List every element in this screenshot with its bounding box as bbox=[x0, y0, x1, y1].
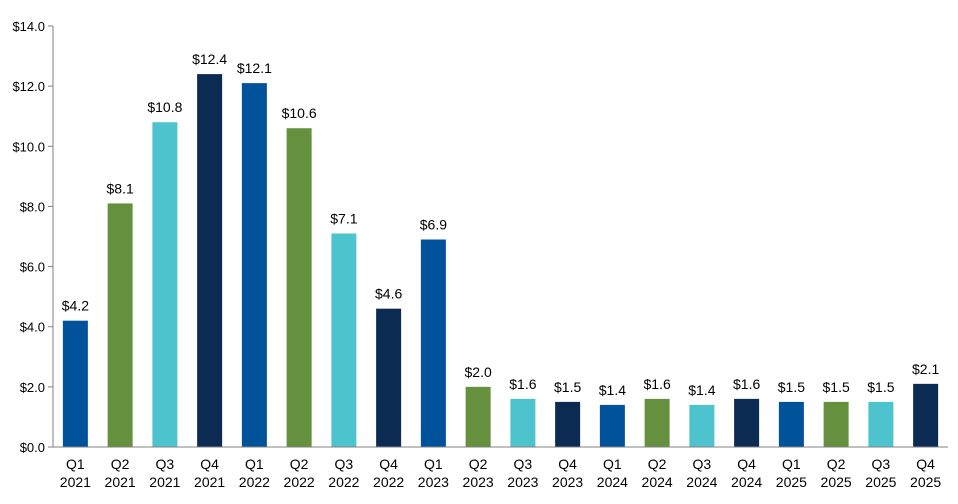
data-label: $6.9 bbox=[420, 217, 447, 233]
y-tick-label: $14.0 bbox=[12, 19, 45, 34]
bar-q2-2025 bbox=[823, 401, 849, 447]
bar-q4-2024 bbox=[734, 398, 760, 447]
bar-q1-2022 bbox=[241, 83, 267, 447]
bars-group bbox=[62, 74, 939, 447]
data-label: $1.5 bbox=[554, 379, 581, 395]
x-tick-label-quarter: Q2 bbox=[290, 456, 309, 472]
x-tick-label-year: 2024 bbox=[686, 474, 717, 490]
y-tick-label: $12.0 bbox=[12, 79, 45, 94]
data-label: $1.4 bbox=[599, 382, 626, 398]
y-tick-label: $8.0 bbox=[20, 199, 45, 214]
x-tick-label-year: 2025 bbox=[865, 474, 896, 490]
x-tick-label-quarter: Q2 bbox=[827, 456, 846, 472]
data-label: $1.6 bbox=[644, 376, 671, 392]
x-tick-label-year: 2025 bbox=[821, 474, 852, 490]
x-axis: Q1 2021 Q2 2021 Q3 2021 Q4 2021 Q1 2022 Q2 2022 Q3 20… bbox=[53, 446, 948, 490]
x-tick-label-year: 2022 bbox=[284, 474, 315, 490]
bar-q2-2023 bbox=[465, 386, 491, 447]
bar-q3-2022 bbox=[331, 233, 357, 447]
x-tick-label-quarter: Q1 bbox=[603, 456, 622, 472]
data-labels-group: $4.2 $8.1 $10.8 $12.4 $12.1 $10.6 $7.1 $4.6 $6.9… bbox=[62, 51, 940, 398]
y-tick-label: $0.0 bbox=[20, 440, 45, 455]
data-label: $7.1 bbox=[330, 210, 357, 226]
x-tick-label-quarter: Q3 bbox=[872, 456, 891, 472]
x-tick-label-quarter: Q4 bbox=[916, 456, 935, 472]
x-tick-label-year: 2024 bbox=[597, 474, 628, 490]
x-tick-label-year: 2024 bbox=[731, 474, 762, 490]
data-label: $4.2 bbox=[62, 298, 89, 314]
bar-q1-2025 bbox=[778, 401, 804, 447]
x-tick-label-quarter: Q2 bbox=[469, 456, 488, 472]
data-label: $1.6 bbox=[733, 376, 760, 392]
data-label: $10.8 bbox=[147, 99, 182, 115]
x-tick-label-year: 2025 bbox=[776, 474, 807, 490]
x-tick-label-year: 2022 bbox=[239, 474, 270, 490]
x-tick-label-quarter: Q1 bbox=[66, 456, 85, 472]
x-tick-label-quarter: Q3 bbox=[514, 456, 533, 472]
x-tick-label-quarter: Q3 bbox=[156, 456, 175, 472]
bar-q1-2023 bbox=[420, 239, 446, 447]
x-tick-label-year: 2023 bbox=[418, 474, 449, 490]
x-tick-label-year: 2021 bbox=[60, 474, 91, 490]
x-tick-label-quarter: Q1 bbox=[782, 456, 801, 472]
x-tick-label-year: 2023 bbox=[552, 474, 583, 490]
bar-q3-2025 bbox=[868, 401, 894, 447]
bar-q4-2023 bbox=[555, 401, 581, 447]
x-tick-label-year: 2023 bbox=[507, 474, 538, 490]
data-label: $1.5 bbox=[823, 379, 850, 395]
y-tick-label: $10.0 bbox=[12, 139, 45, 154]
bar-q2-2022 bbox=[286, 128, 312, 447]
y-tick-label: $6.0 bbox=[20, 260, 45, 275]
data-label: $1.4 bbox=[688, 382, 715, 398]
bar-q2-2021 bbox=[107, 203, 133, 447]
data-label: $4.6 bbox=[375, 286, 402, 302]
data-label: $2.0 bbox=[465, 364, 492, 380]
x-tick-label-quarter: Q3 bbox=[335, 456, 354, 472]
y-axis: $0.0 $2.0 $4.0 $6.0 $8.0 $10.0 $12.0 $14.0 bbox=[12, 19, 54, 455]
x-tick-label-year: 2021 bbox=[149, 474, 180, 490]
x-tick-label-quarter: Q4 bbox=[737, 456, 756, 472]
data-label: $12.1 bbox=[237, 60, 272, 76]
x-tick-label-quarter: Q1 bbox=[245, 456, 264, 472]
x-tick-label-year: 2024 bbox=[642, 474, 673, 490]
x-tick-label-quarter: Q2 bbox=[648, 456, 667, 472]
bar-q2-2024 bbox=[644, 398, 670, 447]
bar-q3-2024 bbox=[689, 404, 715, 447]
x-tick-label-year: 2025 bbox=[910, 474, 941, 490]
bar-q1-2021 bbox=[62, 320, 88, 447]
x-tick-label-quarter: Q3 bbox=[693, 456, 712, 472]
x-tick-label-year: 2023 bbox=[463, 474, 494, 490]
x-tick-label-year: 2022 bbox=[328, 474, 359, 490]
x-tick-label-year: 2021 bbox=[194, 474, 225, 490]
x-tick-label-year: 2021 bbox=[105, 474, 136, 490]
x-tick-label-quarter: Q4 bbox=[379, 456, 398, 472]
y-tick-label: $4.0 bbox=[20, 320, 45, 335]
data-label: $10.6 bbox=[282, 105, 317, 121]
bar-q3-2023 bbox=[510, 398, 536, 447]
x-tick-label-quarter: Q4 bbox=[558, 456, 577, 472]
bar-q4-2022 bbox=[376, 308, 402, 447]
x-tick-label-year: 2022 bbox=[373, 474, 404, 490]
y-tick-label: $2.0 bbox=[20, 380, 45, 395]
bar-q1-2024 bbox=[599, 404, 625, 447]
data-label: $1.5 bbox=[867, 379, 894, 395]
data-label: $2.1 bbox=[912, 361, 939, 377]
data-label: $1.6 bbox=[509, 376, 536, 392]
bar-q4-2021 bbox=[197, 74, 223, 447]
x-tick-label-quarter: Q4 bbox=[200, 456, 219, 472]
x-tick-label-quarter: Q2 bbox=[111, 456, 130, 472]
data-label: $1.5 bbox=[778, 379, 805, 395]
x-tick-label-quarter: Q1 bbox=[424, 456, 443, 472]
data-label: $12.4 bbox=[192, 51, 227, 67]
data-label: $8.1 bbox=[107, 180, 134, 196]
bar-q3-2021 bbox=[152, 122, 178, 447]
bar-q4-2025 bbox=[913, 383, 939, 447]
